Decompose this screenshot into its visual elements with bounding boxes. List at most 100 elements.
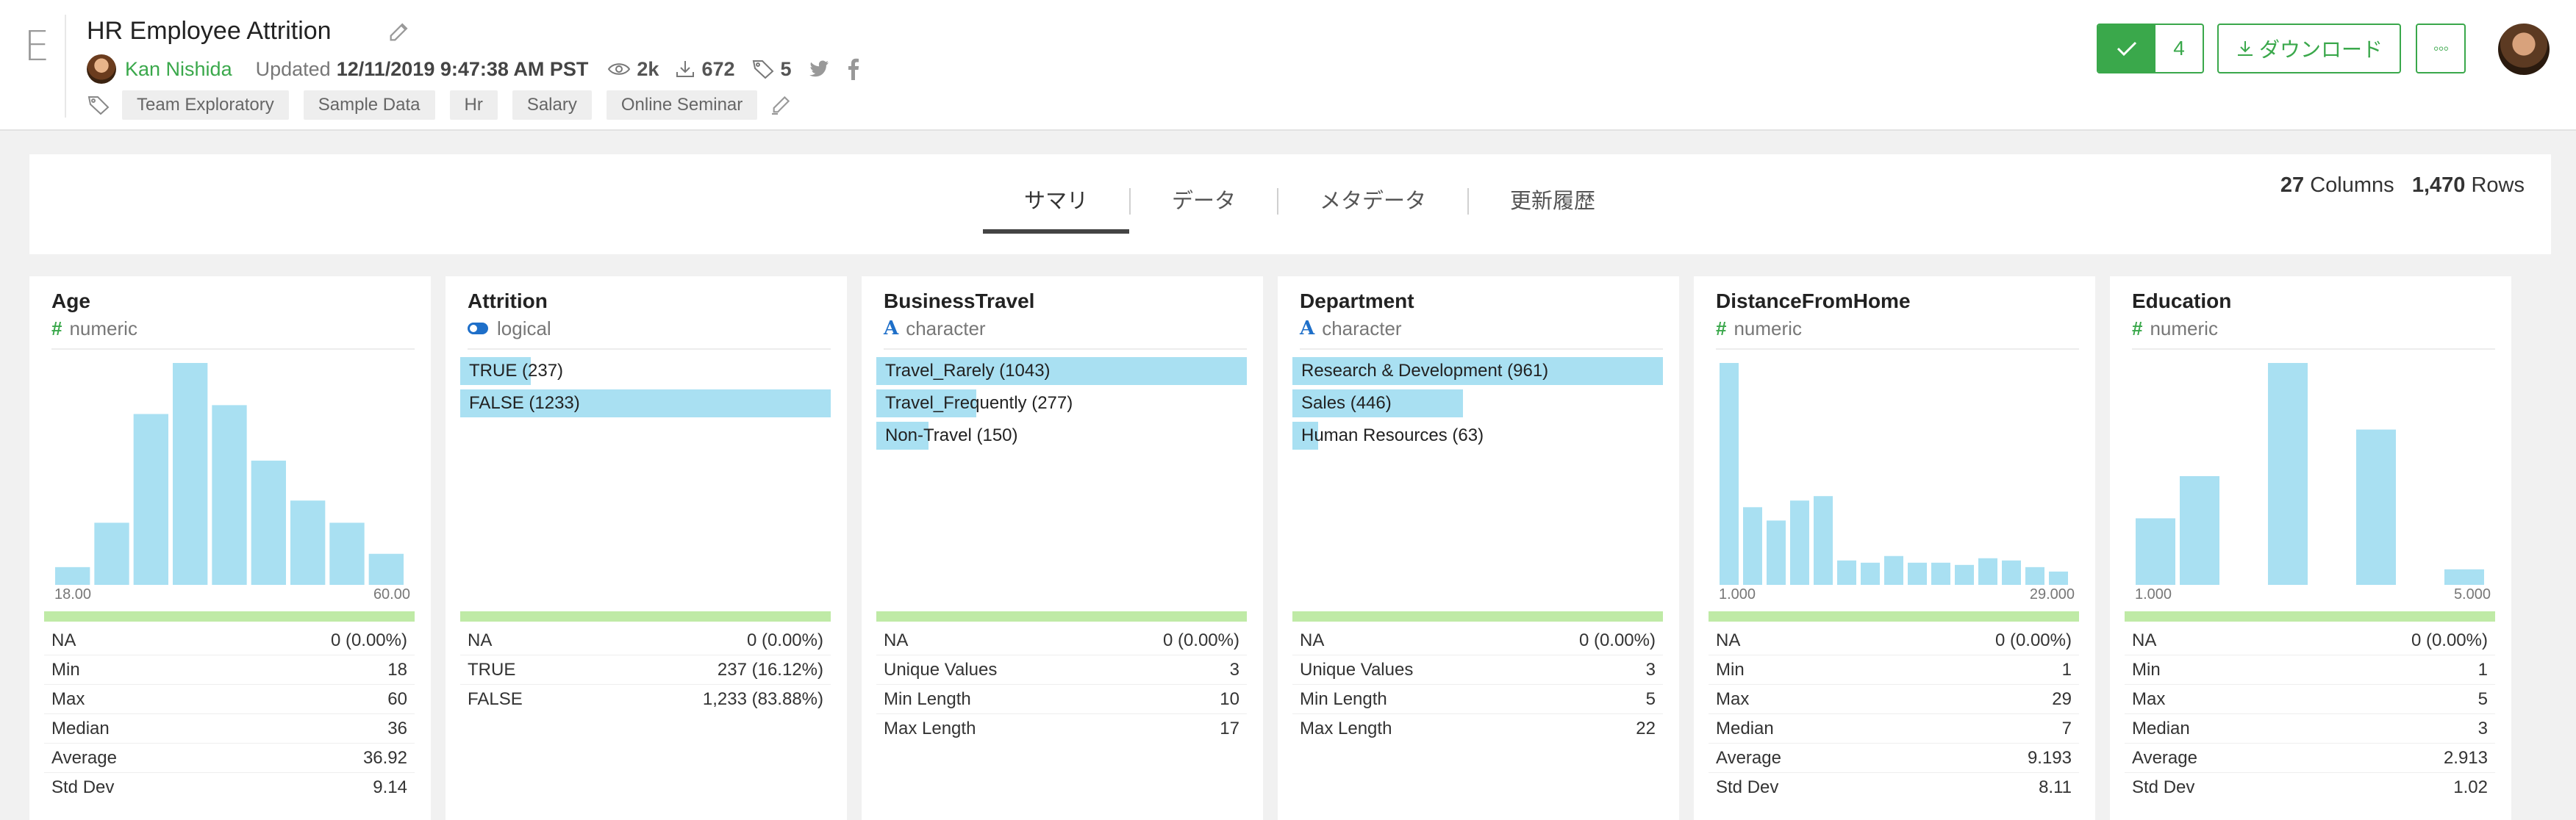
category-bar[interactable]: Non-Travel (150) (876, 422, 1247, 450)
check-button[interactable]: 4 (2097, 24, 2204, 73)
user-avatar[interactable] (2498, 24, 2550, 75)
stats-row: Std Dev 9.14 (44, 773, 415, 802)
edit-tags-icon[interactable] (769, 93, 793, 117)
more-options-button[interactable]: ◦◦◦ (2416, 24, 2466, 73)
column-card[interactable]: Attrition logical TRUE (237) FALSE (1233) NA… (446, 276, 847, 820)
stat-label: Std Dev (2132, 777, 2195, 797)
histogram-bar[interactable] (2180, 476, 2219, 585)
histogram-bar[interactable] (2444, 569, 2484, 585)
axis-min-label: 1.000 (1719, 586, 1756, 603)
histogram-bar[interactable] (1955, 564, 1974, 585)
column-name[interactable]: Attrition (468, 289, 548, 312)
check-icon[interactable] (2098, 25, 2155, 72)
stat-value: 36.92 (362, 748, 407, 768)
histogram-bar[interactable] (1908, 562, 1927, 585)
column-card[interactable]: DistanceFromHome # numeric 1.000 29.000 NA 0 (… (1694, 276, 2095, 820)
column-card[interactable]: Education # numeric 1.000 5.000 NA 0 (0.00%) Mi… (2110, 276, 2511, 820)
author-avatar[interactable] (87, 54, 116, 84)
data-quality-bar[interactable] (44, 611, 415, 622)
download-button[interactable]: ダウンロード (2217, 24, 2401, 73)
category-bar[interactable]: Travel_Frequently (277) (876, 389, 1247, 417)
histogram-bar[interactable] (1814, 496, 1833, 585)
histogram-bar[interactable] (2025, 567, 2044, 585)
histogram-bar[interactable] (94, 522, 129, 585)
category-bar[interactable]: Human Resources (63) (1292, 422, 1663, 450)
column-type-label: numeric (69, 317, 137, 339)
category-bar[interactable]: Research & Development (961) (1292, 357, 1663, 385)
tag-chip[interactable]: Sample Data (303, 90, 435, 120)
twitter-icon[interactable] (808, 60, 830, 79)
twitter-share[interactable] (808, 60, 830, 79)
stat-label: NA (2132, 630, 2157, 650)
tab-data[interactable]: データ (1172, 190, 1237, 213)
stat-label: Max (2132, 689, 2166, 709)
column-card-header: Age # numeric (51, 287, 415, 350)
histogram-bar[interactable] (1978, 558, 1997, 585)
category-bar[interactable]: Sales (446) (1292, 389, 1663, 417)
column-card[interactable]: Age # numeric 18.00 60.00 NA 0 (0.00%) Min 18 Max… (29, 276, 431, 820)
stats-row: NA 0 (0.00%) (2125, 626, 2495, 655)
histogram-chart[interactable] (1716, 357, 2076, 585)
histogram-bar[interactable] (329, 522, 365, 585)
column-name[interactable]: Age (51, 289, 90, 312)
tag-chip[interactable]: Team Exploratory (122, 90, 289, 120)
histogram-bar[interactable] (290, 500, 326, 585)
histogram-chart[interactable] (51, 357, 412, 585)
histogram-bar[interactable] (1743, 507, 1762, 585)
stats-table: NA 0 (0.00%) Min 18 Max 60 Median 36 Average 36.9… (44, 626, 415, 802)
histogram-bar[interactable] (1837, 560, 1856, 585)
author-link[interactable]: Kan Nishida (125, 57, 232, 80)
histogram-bar[interactable] (1790, 500, 1809, 585)
category-bar[interactable]: TRUE (237) (460, 357, 831, 385)
histogram-bar[interactable] (2002, 560, 2021, 585)
histogram-bar[interactable] (55, 567, 90, 585)
histogram-bar[interactable] (1767, 520, 1786, 585)
stats-table: NA 0 (0.00%) Unique Values 3 Min Length 5 Max … (1292, 626, 1663, 744)
histogram-bar[interactable] (212, 405, 247, 585)
column-type-label: numeric (2150, 317, 2218, 339)
histogram-bar[interactable] (2049, 571, 2068, 585)
data-quality-bar[interactable] (460, 611, 831, 622)
stats-row: Median 7 (1709, 714, 2079, 744)
column-name[interactable]: BusinessTravel (884, 289, 1035, 312)
tab-history[interactable]: 更新履歴 (1510, 190, 1596, 213)
check-count[interactable]: 4 (2173, 37, 2185, 60)
histogram-bar[interactable] (2136, 518, 2175, 585)
facebook-share[interactable] (846, 58, 859, 80)
histogram-bar[interactable] (1884, 555, 1903, 585)
column-name[interactable]: DistanceFromHome (1716, 289, 1911, 312)
data-quality-bar[interactable] (1709, 611, 2079, 622)
category-bar[interactable]: Travel_Rarely (1043) (876, 357, 1247, 385)
histogram-bar[interactable] (368, 553, 404, 585)
tag-chip[interactable]: Salary (512, 90, 592, 120)
tab-metadata[interactable]: メタデータ (1320, 190, 1427, 213)
tab-summary[interactable]: サマリ (983, 179, 1130, 234)
histogram-chart[interactable] (2132, 357, 2492, 585)
column-type: # numeric (51, 316, 415, 341)
histogram-bar[interactable] (1931, 562, 1950, 585)
tags-stat: 5 (751, 58, 792, 81)
histogram-bar[interactable] (1720, 363, 1739, 585)
edit-title-icon[interactable] (387, 19, 412, 44)
category-bar[interactable]: FALSE (1233) (460, 389, 831, 417)
histogram-bar[interactable] (251, 460, 286, 585)
histogram-bar[interactable] (2356, 429, 2396, 585)
column-name[interactable]: Department (1300, 289, 1414, 312)
tag-chip[interactable]: Hr (449, 90, 498, 120)
histogram-bar[interactable] (133, 414, 168, 585)
facebook-icon[interactable] (846, 58, 859, 80)
stat-value: 1.02 (2453, 777, 2488, 797)
data-quality-bar[interactable] (1292, 611, 1663, 622)
histogram-bar[interactable] (173, 363, 208, 585)
stats-row: Max Length 17 (876, 714, 1247, 744)
histogram-bar[interactable] (1861, 562, 1880, 585)
stat-label: NA (51, 630, 76, 650)
data-quality-bar[interactable] (2125, 611, 2495, 622)
histogram-bar[interactable] (2268, 363, 2308, 585)
data-quality-bar[interactable] (876, 611, 1247, 622)
tag-chip[interactable]: Online Seminar (606, 90, 758, 120)
column-name[interactable]: Education (2132, 289, 2232, 312)
app-logo[interactable]: E (24, 23, 50, 71)
